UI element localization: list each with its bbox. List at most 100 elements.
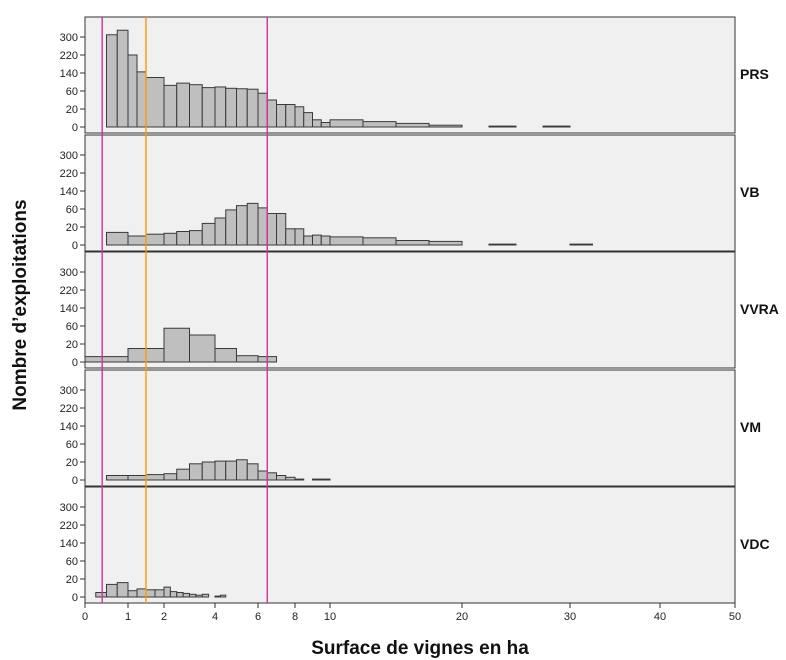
y-tick-label: 0 bbox=[72, 475, 78, 487]
x-tick-label: 10 bbox=[324, 611, 336, 623]
histogram-bar bbox=[219, 594, 227, 598]
histogram-bar bbox=[236, 459, 248, 481]
y-tick-label: 60 bbox=[66, 439, 78, 451]
y-tick-label: 20 bbox=[66, 574, 78, 586]
histogram-bar bbox=[189, 334, 216, 363]
histogram-bar bbox=[257, 92, 268, 128]
histogram-bar bbox=[95, 592, 107, 598]
histogram-bar bbox=[276, 104, 287, 128]
y-tick-label: 220 bbox=[60, 285, 78, 297]
histogram-bar bbox=[195, 594, 203, 598]
histogram-bar bbox=[145, 589, 156, 598]
histogram-bar bbox=[127, 475, 147, 481]
histogram-bar bbox=[106, 34, 118, 128]
histogram-bar bbox=[266, 99, 277, 128]
panel-vvra: 0 20 60 140 220 300 VVRA bbox=[60, 251, 779, 369]
histogram-bar bbox=[176, 592, 184, 598]
histogram-bar bbox=[189, 230, 203, 246]
histogram-bar bbox=[176, 468, 190, 481]
histogram-bar bbox=[163, 84, 178, 128]
histogram-bar bbox=[246, 202, 259, 246]
histogram-bar bbox=[312, 119, 322, 128]
histogram-bar bbox=[214, 86, 227, 128]
histogram-bar bbox=[136, 588, 147, 598]
histogram-bar bbox=[569, 243, 593, 246]
histogram-bar bbox=[488, 125, 517, 128]
histogram-bar bbox=[303, 112, 313, 128]
x-tick-label: 2 bbox=[161, 611, 167, 623]
x-tick-label: 30 bbox=[564, 611, 576, 623]
x-axis-title: Surface de vignes en ha bbox=[311, 638, 529, 659]
histogram-bar bbox=[163, 586, 171, 598]
y-tick-label: 300 bbox=[60, 267, 78, 279]
histogram-bar bbox=[127, 590, 138, 598]
histogram-bar bbox=[246, 463, 259, 481]
histogram-bar bbox=[214, 217, 227, 246]
panel-label: VB bbox=[740, 184, 759, 200]
histogram-bar bbox=[201, 87, 216, 128]
y-tick-label: 20 bbox=[66, 457, 78, 469]
histogram-bar bbox=[116, 582, 129, 598]
y-tick-label: 60 bbox=[66, 321, 78, 333]
panel-label: PRS bbox=[740, 66, 769, 82]
histogram-bar bbox=[169, 591, 178, 598]
histogram-bar bbox=[225, 209, 237, 246]
histogram-bar bbox=[285, 476, 296, 481]
y-tick-label: 60 bbox=[66, 556, 78, 568]
histogram-bar bbox=[236, 88, 248, 128]
panel-prs: 0 20 60 140 220 300 PRS bbox=[60, 16, 769, 134]
histogram-bar bbox=[312, 234, 322, 246]
reference-lines bbox=[101, 17, 268, 603]
x-tick-label: 40 bbox=[654, 611, 666, 623]
y-tick-label: 20 bbox=[66, 104, 78, 116]
panels-group: 0 20 60 140 220 300 PRS 0 20 60 140 220 300 VB 0 20 60 14… bbox=[60, 16, 779, 604]
histogram-bar bbox=[303, 235, 313, 246]
y-tick-label: 140 bbox=[60, 303, 78, 315]
panel-vdc: 0 20 60 140 220 300 VDC bbox=[60, 486, 770, 604]
histogram-bar bbox=[189, 593, 197, 598]
histogram-bar bbox=[201, 461, 216, 481]
histogram-bar bbox=[225, 87, 237, 128]
y-tick-label: 20 bbox=[66, 222, 78, 234]
histogram-bar bbox=[312, 478, 322, 481]
x-tick-label: 20 bbox=[456, 611, 468, 623]
histogram-bar bbox=[294, 106, 305, 128]
histogram-bar bbox=[116, 29, 129, 128]
y-axis-title: Nombre d’exploitations bbox=[10, 199, 31, 410]
panel-label: VDC bbox=[740, 536, 770, 552]
x-tick-label: 8 bbox=[292, 611, 298, 623]
histogram-bar bbox=[542, 125, 571, 128]
y-tick-label: 60 bbox=[66, 86, 78, 98]
histogram-bar bbox=[163, 327, 190, 363]
histogram-bar bbox=[266, 472, 277, 481]
histogram-bar bbox=[236, 205, 248, 246]
x-tick-label: 1 bbox=[125, 611, 131, 623]
histogram-bar bbox=[257, 470, 268, 481]
y-tick-label: 220 bbox=[60, 168, 78, 180]
histogram-bar bbox=[189, 84, 203, 128]
x-tick-label: 4 bbox=[212, 611, 218, 623]
histogram-bar bbox=[189, 463, 203, 481]
y-tick-label: 140 bbox=[60, 186, 78, 198]
histogram-bar bbox=[276, 475, 287, 481]
histogram-bar bbox=[294, 228, 305, 246]
y-tick-label: 220 bbox=[60, 50, 78, 62]
histogram-bar bbox=[329, 119, 364, 128]
x-tick-label: 50 bbox=[729, 611, 741, 623]
histogram-bar bbox=[320, 235, 331, 246]
histogram-bar bbox=[285, 104, 296, 128]
histogram-bar bbox=[154, 589, 165, 598]
histogram-bar bbox=[214, 348, 237, 363]
x-tick-label: 6 bbox=[255, 611, 261, 623]
histogram-bar bbox=[395, 122, 430, 128]
y-tick-label: 60 bbox=[66, 204, 78, 216]
histogram-bar bbox=[294, 478, 305, 481]
histogram-bar bbox=[320, 122, 331, 128]
histogram-bar bbox=[145, 233, 165, 246]
y-tick-label: 220 bbox=[60, 403, 78, 415]
x-axis: 0 1 2 4 6 8 10 20 30 40 50 bbox=[82, 603, 741, 623]
y-tick-label: 300 bbox=[60, 502, 78, 514]
y-tick-label: 0 bbox=[72, 240, 78, 252]
y-tick-label: 300 bbox=[60, 385, 78, 397]
histogram-bar bbox=[176, 231, 190, 246]
